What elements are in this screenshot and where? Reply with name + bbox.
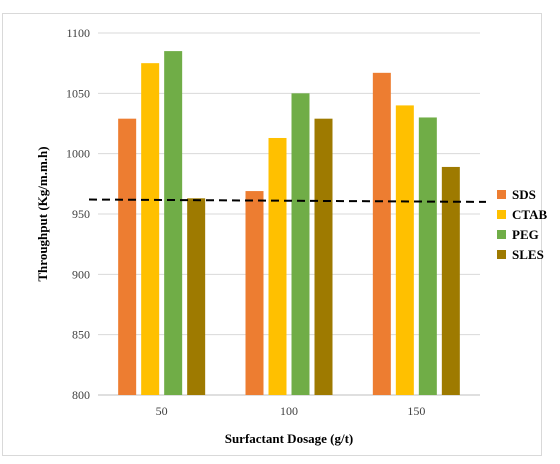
y-tick-label: 1000 bbox=[66, 147, 90, 161]
y-axis-label: Throughput (Kg/m.m.h) bbox=[35, 146, 50, 281]
legend: SDS CTAB PEG SLES bbox=[497, 187, 547, 262]
x-tick-label: 100 bbox=[280, 404, 298, 418]
y-tick-label: 800 bbox=[72, 388, 90, 402]
bar-ctab-150 bbox=[395, 105, 414, 396]
bar-sds-50 bbox=[118, 118, 137, 395]
bar-sds-100 bbox=[245, 191, 264, 395]
legend-label-sds: SDS bbox=[512, 187, 536, 202]
bar-peg-50 bbox=[164, 51, 183, 395]
bar-peg-150 bbox=[418, 117, 437, 395]
legend-swatch-peg bbox=[497, 230, 506, 239]
legend-swatch-sles bbox=[497, 250, 506, 259]
y-tick-label: 900 bbox=[72, 267, 90, 281]
bar-sds-150 bbox=[372, 72, 391, 395]
y-tick-label: 850 bbox=[72, 328, 90, 342]
bars bbox=[118, 51, 460, 396]
y-tick-labels: 800 850 900 950 1000 1050 1100 bbox=[66, 26, 90, 402]
x-axis-label: Surfactant Dosage (g/t) bbox=[225, 431, 354, 446]
y-tick-label: 1100 bbox=[66, 26, 90, 40]
legend-swatch-ctab bbox=[497, 210, 506, 219]
legend-label-peg: PEG bbox=[512, 227, 539, 242]
bar-sles-150 bbox=[441, 166, 460, 395]
bar-sles-100 bbox=[314, 118, 333, 395]
chart-frame bbox=[2, 13, 542, 456]
gridlines bbox=[98, 32, 480, 396]
y-tick-label: 950 bbox=[72, 207, 90, 221]
legend-label-ctab: CTAB bbox=[512, 207, 547, 222]
bar-peg-100 bbox=[291, 93, 310, 395]
y-tick-label: 1050 bbox=[66, 86, 90, 100]
bar-ctab-50 bbox=[141, 63, 160, 396]
reference-line bbox=[88, 198, 487, 203]
x-tick-labels: 50 100 150 bbox=[156, 404, 426, 418]
dashed-reference-line bbox=[88, 198, 487, 203]
x-tick-label: 150 bbox=[407, 404, 425, 418]
bar-ctab-100 bbox=[268, 137, 287, 396]
legend-label-sles: SLES bbox=[512, 247, 544, 262]
x-tick-label: 50 bbox=[156, 404, 168, 418]
legend-swatch-sds bbox=[497, 190, 506, 199]
bar-sles-50 bbox=[187, 198, 206, 395]
